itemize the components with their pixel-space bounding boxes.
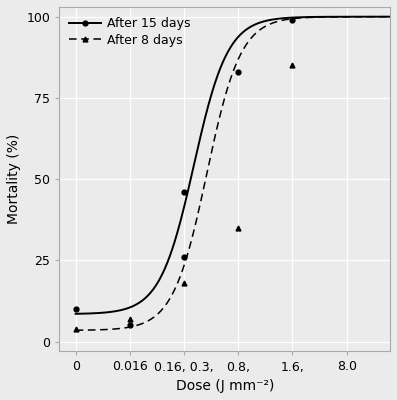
X-axis label: Dose (J mm⁻²): Dose (J mm⁻²) <box>175 379 274 393</box>
Legend: After 15 days, After 8 days: After 15 days, After 8 days <box>66 13 194 50</box>
Y-axis label: Mortality (%): Mortality (%) <box>7 134 21 224</box>
